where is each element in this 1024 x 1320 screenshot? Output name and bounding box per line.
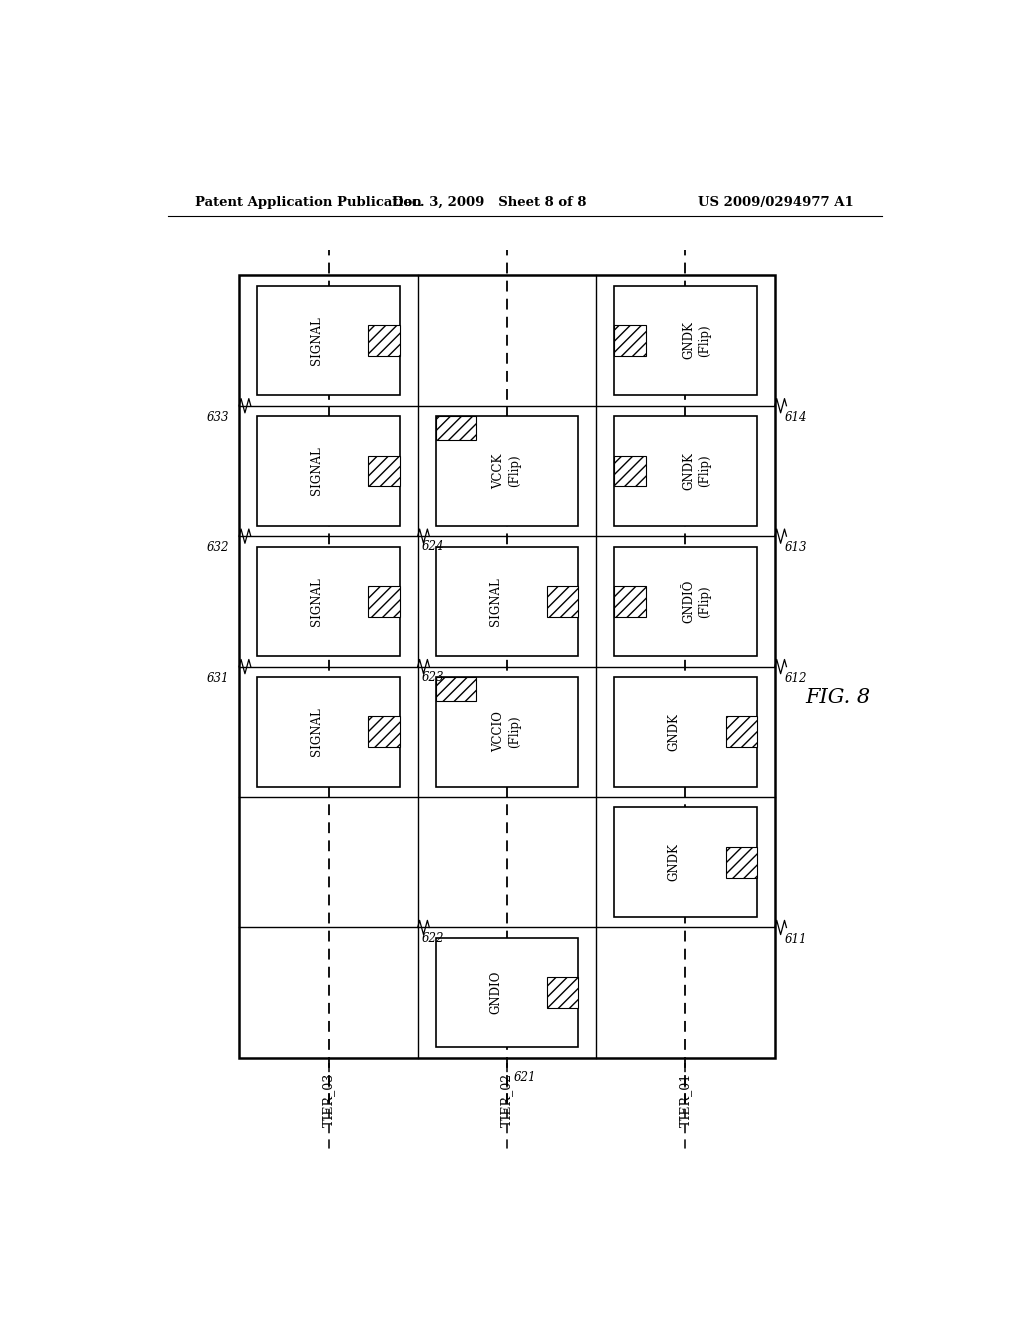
Text: VCCK
(Flip): VCCK (Flip) <box>493 453 521 488</box>
Text: TIER_01: TIER_01 <box>679 1073 692 1127</box>
Bar <box>725 847 757 878</box>
Text: VCCIO
(Flip): VCCIO (Flip) <box>493 711 521 752</box>
Bar <box>435 677 475 701</box>
Bar <box>435 546 579 656</box>
Text: SIGNAL: SIGNAL <box>310 708 324 756</box>
Text: 624: 624 <box>422 540 444 553</box>
Text: SIGNAL: SIGNAL <box>489 577 502 626</box>
Text: TIER_02: TIER_02 <box>501 1073 513 1127</box>
Bar <box>369 717 399 747</box>
Bar <box>257 546 399 656</box>
Text: GNDIŌ
(Flip): GNDIŌ (Flip) <box>682 579 712 623</box>
Text: 632: 632 <box>207 541 229 554</box>
Text: GNDK: GNDK <box>668 843 681 882</box>
Text: TIER_03: TIER_03 <box>323 1073 335 1127</box>
Text: US 2009/0294977 A1: US 2009/0294977 A1 <box>698 195 854 209</box>
Text: GNDIO: GNDIO <box>489 972 502 1014</box>
Text: FIG. 8: FIG. 8 <box>806 688 870 706</box>
Text: Patent Application Publication: Patent Application Publication <box>196 195 422 209</box>
Bar <box>725 717 757 747</box>
Text: GNDK
(Flip): GNDK (Flip) <box>682 322 712 359</box>
Bar <box>614 546 757 656</box>
Bar <box>240 276 775 1057</box>
Bar <box>435 416 475 441</box>
Bar <box>435 939 579 1048</box>
Bar <box>614 586 645 616</box>
Bar <box>369 586 399 616</box>
Text: 621: 621 <box>513 1071 536 1084</box>
Bar <box>547 586 579 616</box>
Text: 614: 614 <box>784 411 807 424</box>
Bar <box>547 977 579 1008</box>
Text: 631: 631 <box>207 672 229 685</box>
Text: 633: 633 <box>207 411 229 424</box>
Text: 623: 623 <box>422 671 444 684</box>
Text: 612: 612 <box>784 672 807 685</box>
Bar <box>369 455 399 486</box>
Bar <box>369 325 399 356</box>
Text: SIGNAL: SIGNAL <box>310 577 324 626</box>
Text: 622: 622 <box>422 932 444 945</box>
Bar <box>614 808 757 917</box>
Bar <box>614 285 757 395</box>
Text: GNDK: GNDK <box>668 713 681 751</box>
Text: Dec. 3, 2009   Sheet 8 of 8: Dec. 3, 2009 Sheet 8 of 8 <box>392 195 587 209</box>
Text: GNDK
(Flip): GNDK (Flip) <box>682 451 712 490</box>
Text: 613: 613 <box>784 541 807 554</box>
Text: SIGNAL: SIGNAL <box>310 446 324 495</box>
Text: SIGNAL: SIGNAL <box>310 315 324 364</box>
Bar <box>614 416 757 525</box>
Bar <box>257 677 399 787</box>
Bar <box>614 325 645 356</box>
Bar <box>614 455 645 486</box>
Text: 611: 611 <box>784 932 807 945</box>
Bar <box>614 677 757 787</box>
Bar <box>435 677 579 787</box>
Bar <box>435 416 579 525</box>
Bar <box>257 416 399 525</box>
Bar <box>257 285 399 395</box>
